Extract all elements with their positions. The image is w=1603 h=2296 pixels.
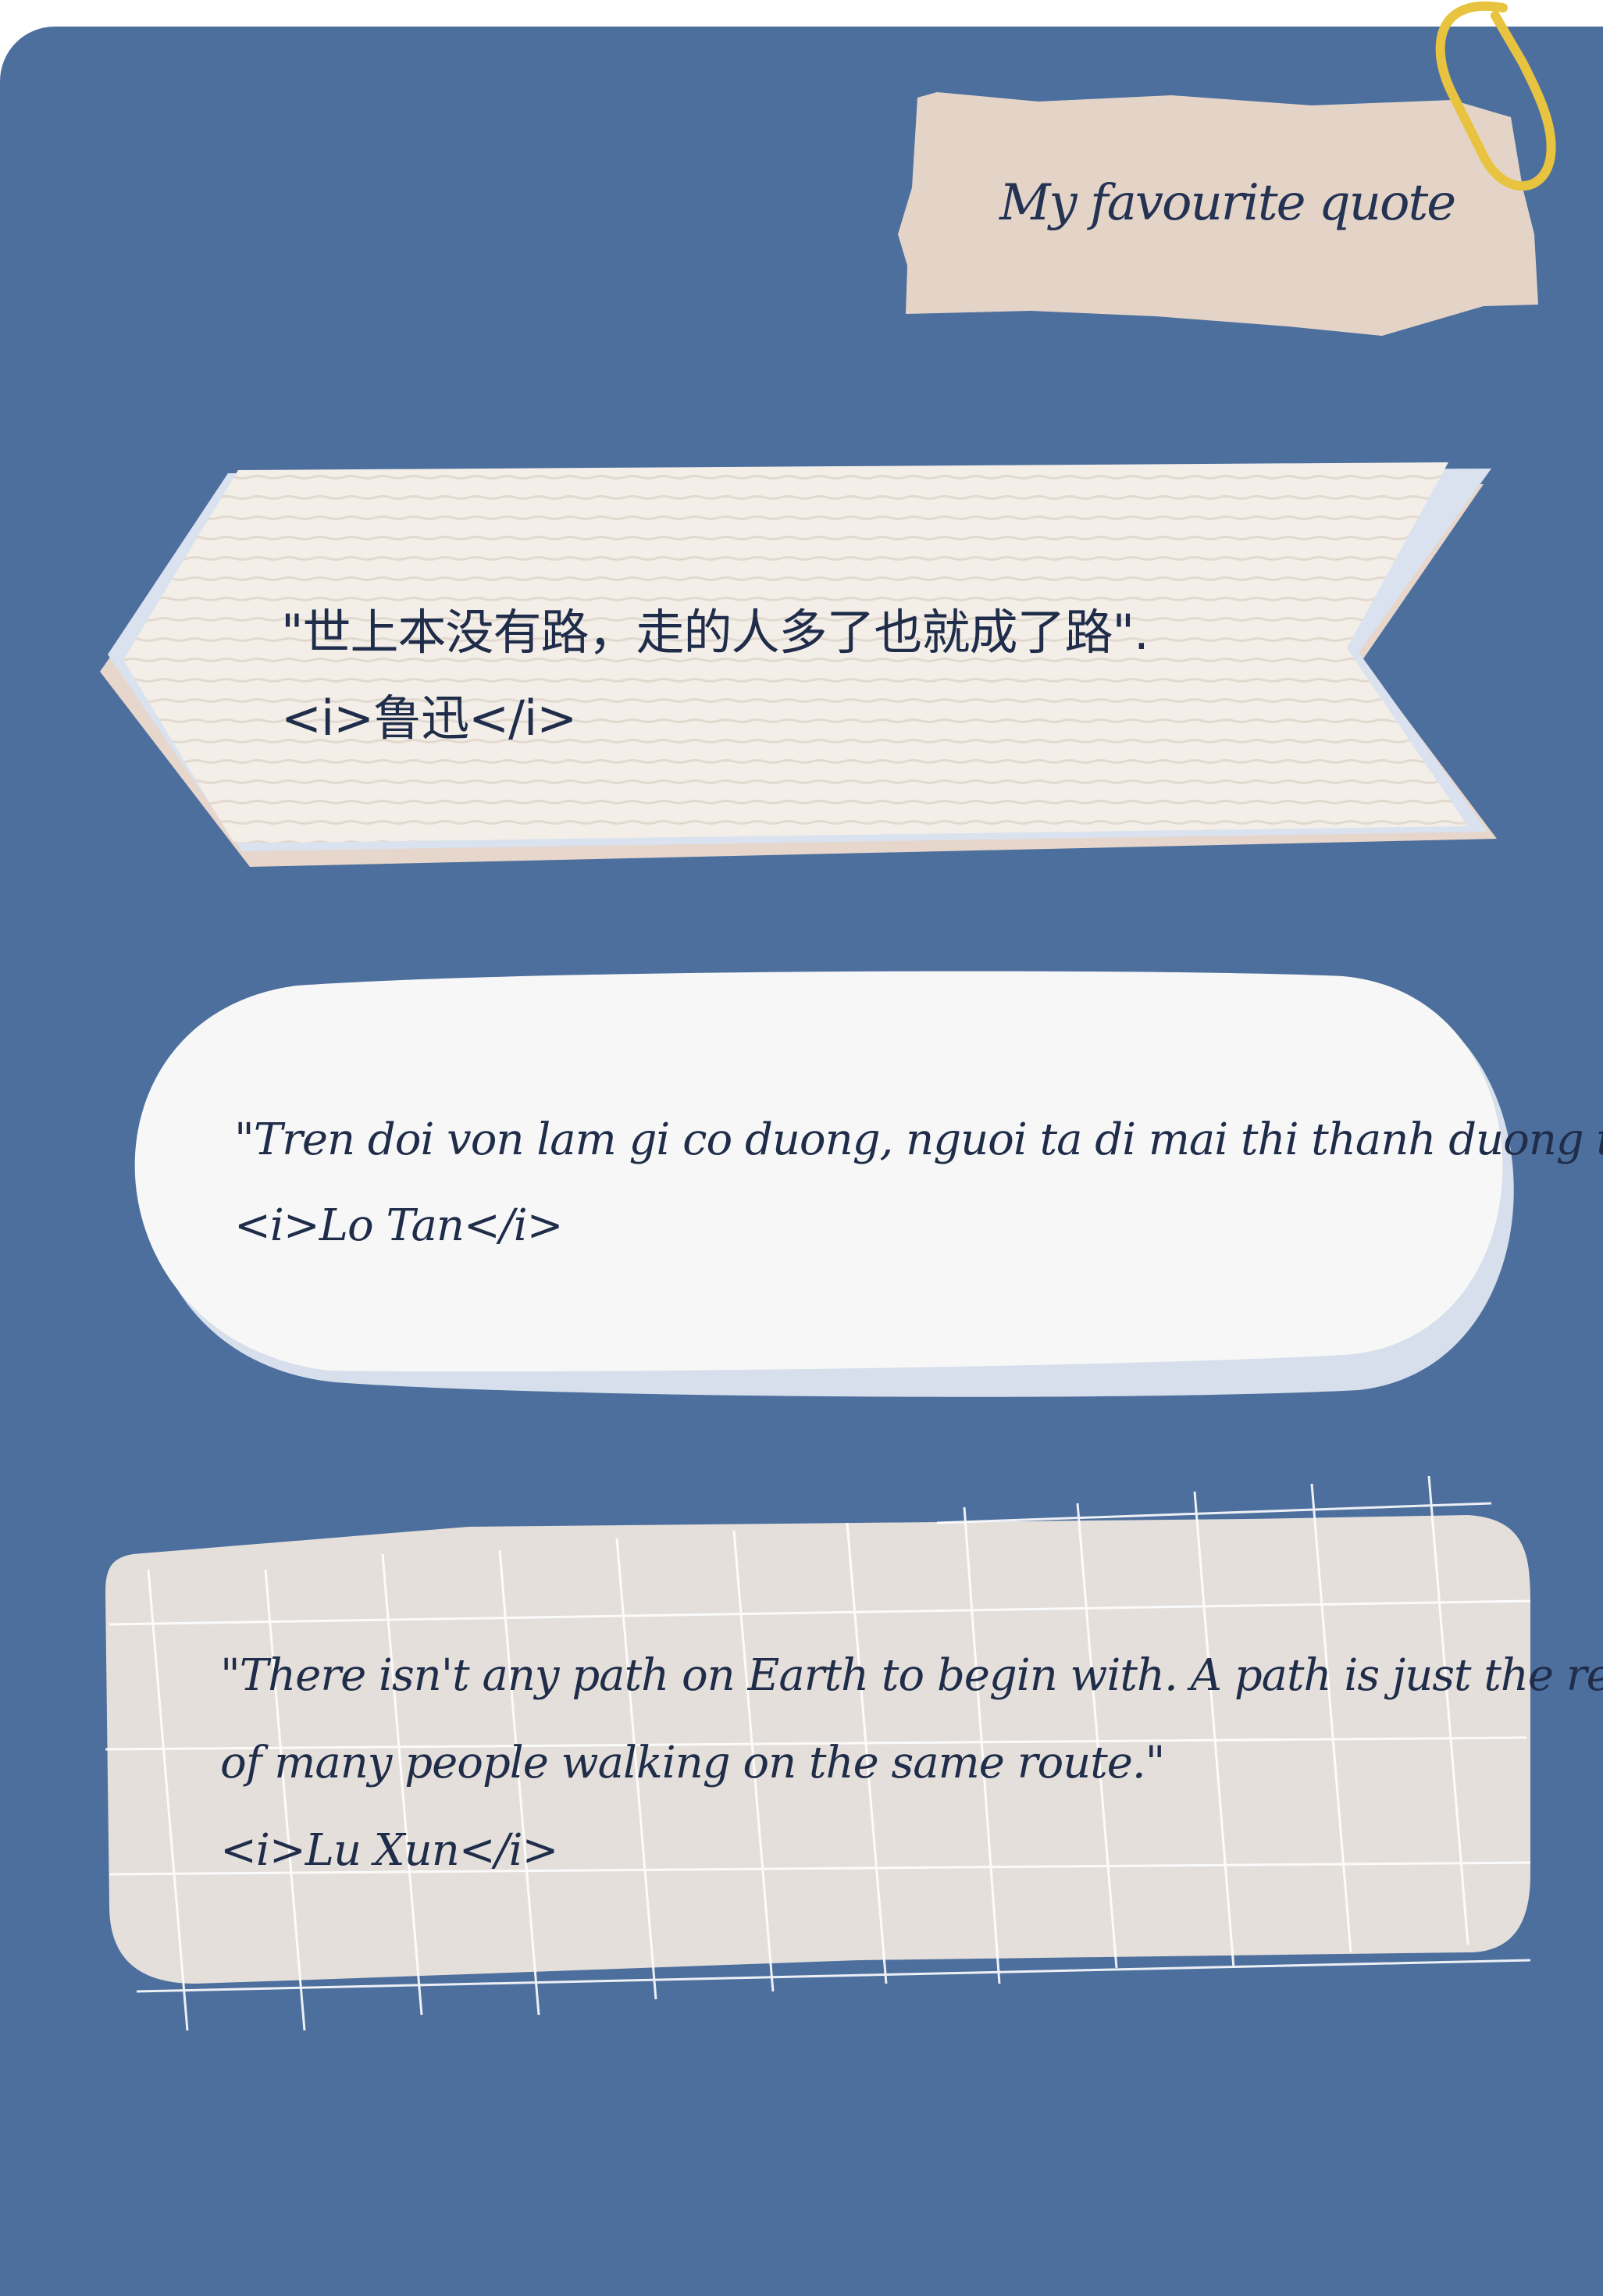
quote-2-author: <i>Lo Tan</i> <box>234 1200 564 1251</box>
quote-3: "There isn't any path on Earth to begin … <box>220 1632 1603 1895</box>
paperclip-icon <box>1435 2 1556 191</box>
title-tape <box>898 92 1538 336</box>
quote-3-line-2: of many people walking on the same route… <box>220 1738 1165 1788</box>
quote-2-line-1: "Tren doi von lam gi co duong, nguoi ta … <box>234 1114 1603 1165</box>
quote-note-3-shape <box>105 1475 1531 2031</box>
quote-2: "Tren doi von lam gi co duong, nguoi ta … <box>234 1097 1603 1269</box>
quote-note-2-shape <box>134 971 1514 1397</box>
quote-3-line-1: "There isn't any path on Earth to begin … <box>220 1650 1603 1701</box>
quote-note-1-shape <box>100 462 1497 867</box>
quote-1-author: <i>鲁迅</i> <box>281 690 577 747</box>
quote-1: "世上本没有路，走的人多了也就成了路". <i>鲁迅</i> <box>281 590 1296 761</box>
quote-3-author: <i>Lu Xun</i> <box>220 1825 558 1876</box>
page-title: My favourite quote <box>999 174 1456 232</box>
quote-1-line-1: "世上本没有路，走的人多了也就成了路". <box>281 604 1149 661</box>
